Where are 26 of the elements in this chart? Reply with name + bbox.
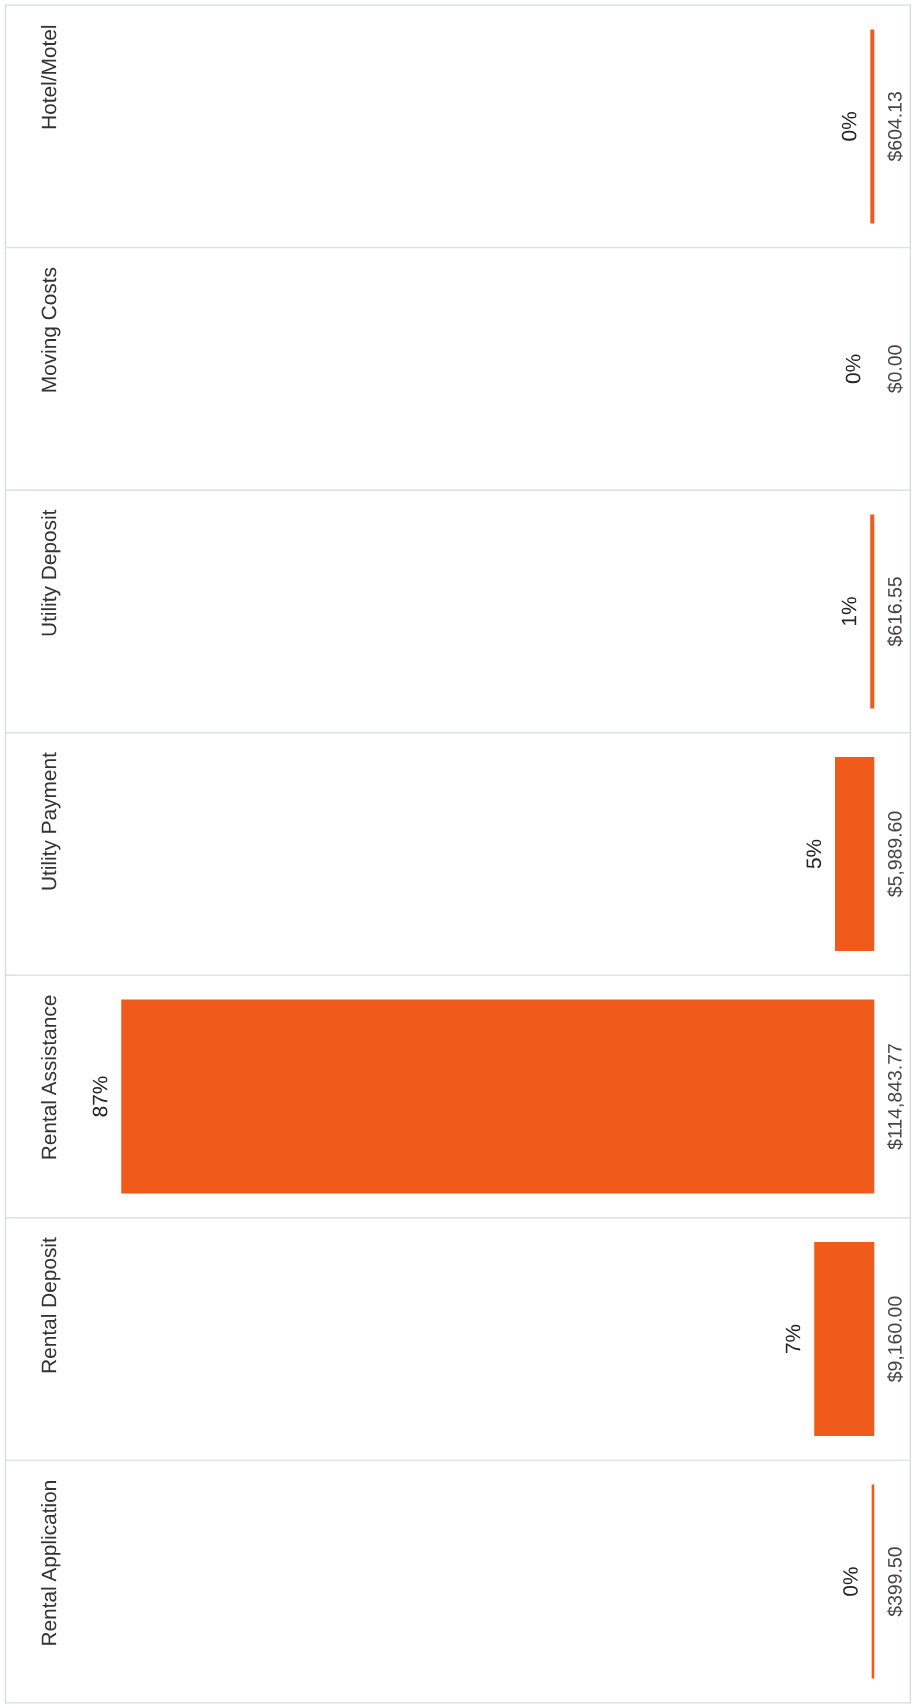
- data-label: $5,989.60: [887, 811, 905, 898]
- data-label: $399.50: [887, 1547, 903, 1617]
- bar: [870, 29, 875, 224]
- annotation: 7%: [785, 1324, 801, 1354]
- y-tick-label: Moving Costs: [41, 267, 61, 392]
- y-tick-label: Utility Deposit: [41, 509, 61, 636]
- bar: [814, 1242, 875, 1437]
- bar: [870, 514, 875, 709]
- annotation: 0%: [845, 354, 861, 384]
- data-label: $604.13: [887, 92, 903, 162]
- data-label: $114,843.77: [887, 1044, 905, 1150]
- y-tick-label: Utility Payment: [41, 752, 61, 890]
- data-label: $616.55: [887, 577, 903, 647]
- bar: [121, 999, 875, 1194]
- y-tick-label: Hotel/Motel: [41, 25, 57, 129]
- data-label: $9,160.00: [887, 1296, 905, 1383]
- annotation: 0%: [841, 112, 857, 141]
- annotation: 5%: [806, 839, 822, 869]
- annotation: 87%: [92, 1076, 108, 1117]
- annotation: 1%: [841, 597, 857, 625]
- annotation: 0%: [843, 1567, 858, 1596]
- y-tick-label: Rental Application: [41, 1481, 61, 1645]
- y-tick-label: Rental Assistance: [41, 995, 57, 1159]
- bar: [835, 756, 875, 952]
- data-label: $0.00: [887, 345, 903, 394]
- y-tick-label: Rental Deposit: [41, 1237, 61, 1373]
